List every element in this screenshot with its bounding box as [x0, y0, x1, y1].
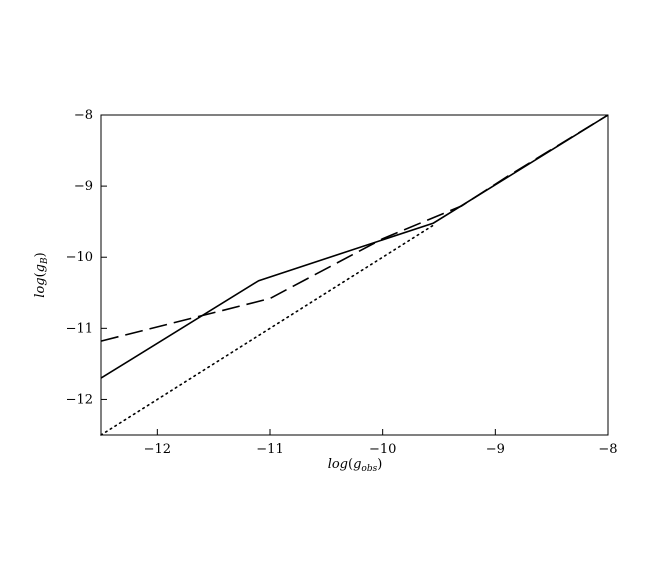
y-axis-label-log: log — [33, 277, 48, 297]
x-tick-label: −11 — [256, 442, 283, 457]
x-tick-label: −8 — [598, 442, 617, 457]
y-axis-label-open-paren: ( — [33, 272, 48, 277]
y-axis-label-close-paren: ) — [33, 252, 48, 257]
x-axis-ticks: −12 −11 −10 −9 −8 — [144, 429, 618, 457]
x-tick-label: −9 — [486, 442, 505, 457]
series-line-dotted — [100, 224, 435, 436]
y-axis-label-g: g — [33, 264, 48, 272]
series-line-solid — [100, 114, 609, 379]
x-tick-label: −12 — [144, 442, 171, 457]
y-axis-ticks: −8 −9 −10 −11 −12 — [66, 108, 107, 407]
series-line-dashed — [100, 114, 609, 342]
y-tick-label: −8 — [74, 108, 93, 123]
y-axis-label-subscript: B — [40, 257, 50, 265]
x-axis-label-g: g — [353, 457, 361, 472]
plot-frame — [100, 114, 609, 436]
x-axis-label-open-paren: ( — [348, 457, 353, 472]
x-tick-label: −10 — [369, 442, 396, 457]
y-axis-label: log(gB) — [33, 252, 50, 297]
y-tick-label: −9 — [74, 179, 93, 194]
y-tick-label: −12 — [66, 392, 93, 407]
y-tick-label: −10 — [66, 250, 93, 265]
x-axis-label: log(gobs) — [328, 457, 383, 474]
series-layer — [100, 114, 609, 436]
x-axis-label-close-paren: ) — [377, 457, 382, 472]
x-axis-label-log: log — [328, 457, 348, 472]
y-tick-label: −11 — [66, 321, 93, 336]
x-axis-label-subscript: obs — [361, 464, 377, 474]
